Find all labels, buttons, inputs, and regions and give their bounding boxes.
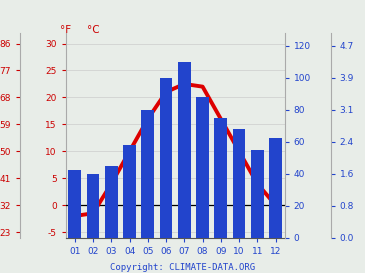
Bar bbox=[123, 145, 136, 238]
Text: Copyright: CLIMATE-DATA.ORG: Copyright: CLIMATE-DATA.ORG bbox=[110, 263, 255, 272]
Bar bbox=[233, 129, 245, 238]
Bar bbox=[178, 61, 191, 238]
Bar bbox=[160, 78, 173, 238]
Bar bbox=[196, 97, 209, 238]
Bar bbox=[269, 138, 282, 238]
Bar bbox=[251, 150, 264, 238]
Text: °F: °F bbox=[60, 25, 71, 35]
Bar bbox=[69, 170, 81, 238]
Bar bbox=[87, 174, 99, 238]
Bar bbox=[215, 118, 227, 238]
Text: °C: °C bbox=[87, 25, 99, 35]
Bar bbox=[105, 165, 118, 238]
Bar bbox=[142, 109, 154, 238]
